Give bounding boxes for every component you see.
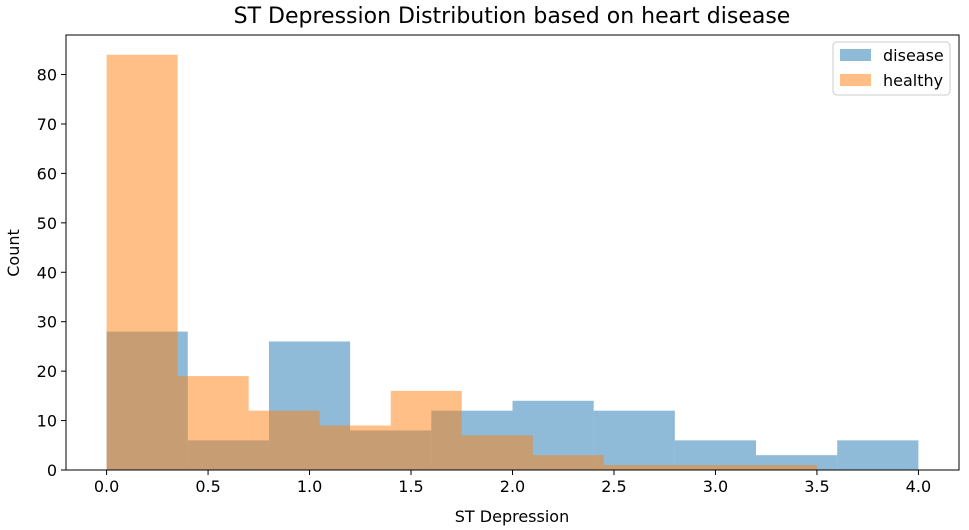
- x-tick-label-5: 2.5: [601, 477, 626, 496]
- y-tick-label-4: 40: [37, 263, 57, 282]
- bar-healthy-6: [532, 455, 604, 470]
- legend-label-healthy: healthy: [883, 71, 943, 90]
- bar-healthy-1: [177, 376, 249, 470]
- x-axis-ticks: 0.0 0.5 1.0 1.5 2.0 2.5 3.0 3.5 4.0: [94, 470, 931, 496]
- bar-healthy-5: [461, 435, 533, 470]
- y-axis-label: Count: [4, 229, 23, 277]
- x-axis-label: ST Depression: [455, 507, 569, 526]
- legend-swatch-disease: [840, 49, 871, 61]
- y-tick-label-5: 50: [37, 214, 57, 233]
- bar-disease-9: [837, 440, 919, 470]
- chart-title: ST Depression Distribution based on hear…: [234, 4, 791, 29]
- x-tick-label-8: 4.0: [906, 477, 931, 496]
- y-tick-label-6: 60: [37, 164, 57, 183]
- x-tick-label-7: 3.5: [804, 477, 829, 496]
- y-tick-label-0: 0: [47, 461, 57, 480]
- bars-layer: [106, 54, 919, 470]
- legend: disease healthy: [832, 41, 951, 96]
- bar-healthy-3: [319, 425, 391, 470]
- x-tick-label-3: 1.5: [398, 477, 423, 496]
- bar-healthy-9: [745, 465, 817, 470]
- x-tick-label-2: 1.0: [297, 477, 322, 496]
- bar-healthy-8: [674, 465, 746, 470]
- y-tick-label-7: 70: [37, 115, 57, 134]
- legend-label-disease: disease: [883, 46, 944, 65]
- x-tick-label-4: 2.0: [500, 477, 525, 496]
- y-tick-label-1: 10: [37, 412, 57, 431]
- x-tick-label-0: 0.0: [94, 477, 119, 496]
- bar-healthy-4: [390, 390, 462, 470]
- bar-healthy-0: [106, 54, 178, 470]
- x-tick-label-6: 3.0: [703, 477, 728, 496]
- y-tick-label-8: 80: [37, 66, 57, 85]
- y-axis-ticks: 0 10 20 30 40 50 60 70 80: [37, 66, 66, 480]
- y-tick-label-2: 20: [37, 362, 57, 381]
- bar-healthy-7: [603, 465, 675, 470]
- x-tick-label-1: 0.5: [195, 477, 220, 496]
- legend-swatch-healthy: [840, 74, 871, 86]
- bar-disease-6: [593, 410, 675, 470]
- bar-healthy-2: [248, 410, 320, 470]
- y-tick-label-3: 30: [37, 313, 57, 332]
